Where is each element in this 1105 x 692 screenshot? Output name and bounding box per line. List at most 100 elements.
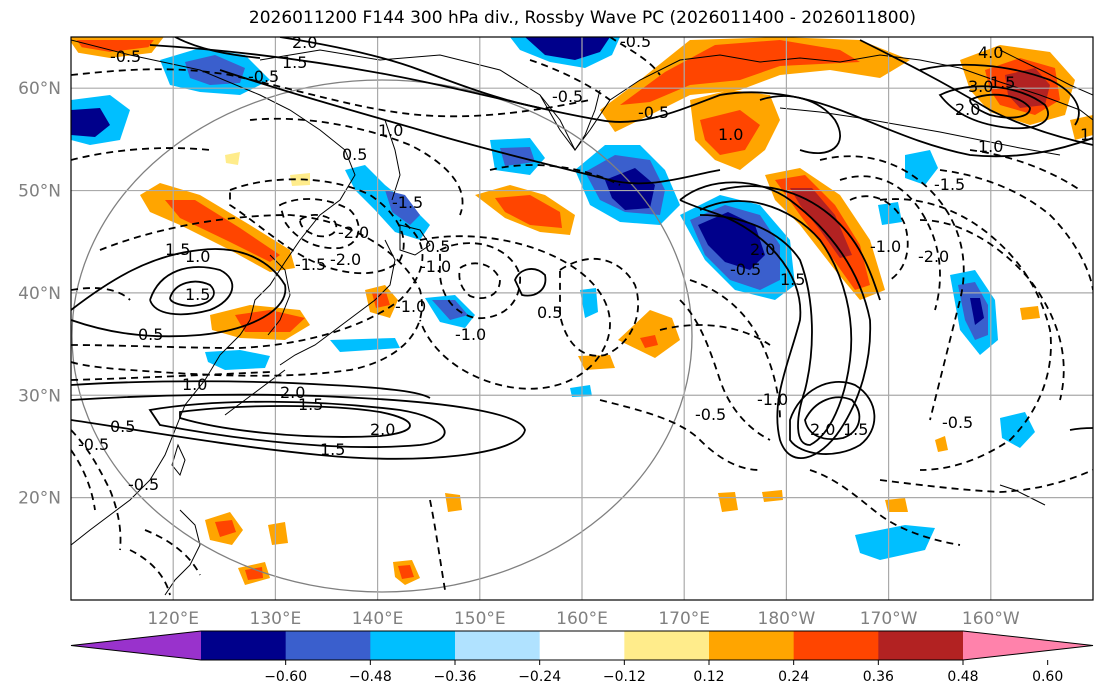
positive-div-area	[398, 565, 414, 579]
contour-label: 2.0	[280, 383, 305, 402]
colorbar-segment	[878, 631, 964, 660]
contour-label: 1.0	[185, 247, 210, 266]
colorbar-tick-label: 0.12	[693, 669, 724, 685]
contour-label: 1.5	[843, 420, 868, 439]
negative-div-area	[570, 385, 592, 397]
positive-div-area	[640, 335, 658, 348]
contour-label: -0.5	[110, 47, 141, 66]
contour-label: -0.5	[638, 103, 669, 122]
positive-contour	[699, 200, 853, 446]
contour-label: 1.5	[1080, 125, 1105, 144]
contour-label: 1.5	[990, 73, 1015, 92]
contour-label: 0.5	[138, 325, 163, 344]
lon-label: 170°E	[658, 609, 710, 629]
negative-contour	[879, 469, 1093, 493]
colorbar-extend-max	[963, 631, 1093, 660]
lon-label: 150°E	[454, 609, 506, 629]
negative-contour	[419, 235, 611, 390]
colorbar-extend-min	[71, 631, 201, 660]
contour-label: -0.5	[78, 435, 109, 454]
contour-label: 1.0	[182, 375, 207, 394]
map-frame	[70, 36, 1094, 601]
negative-contour	[679, 299, 771, 441]
positive-div-area	[578, 355, 615, 370]
contour-label: 0.5	[342, 145, 367, 164]
negative-contour	[278, 198, 360, 250]
negative-div-area	[970, 298, 984, 325]
contour-label: -0.5	[695, 405, 726, 424]
lat-label: 20°N	[18, 489, 61, 509]
contour-label: 1.0	[978, 137, 1003, 156]
positive-div-area	[165, 200, 280, 262]
contour-label: -0.5	[128, 475, 159, 494]
contour-label: -0.5	[730, 260, 761, 279]
positive-div-area	[618, 310, 680, 358]
lon-label: 160°W	[962, 609, 1020, 629]
positive-div-area	[885, 498, 908, 512]
positive-div-area	[700, 110, 760, 155]
contour-label: -2.0	[918, 247, 949, 266]
latitude-labels: 60°N 50°N 40°N 30°N 20°N	[18, 79, 61, 508]
map-content: 2.0 1.5 -0.5 1.0 0.5 -2.0 -1.5 -1.0 3.0 …	[71, 37, 1105, 600]
longitude-labels: 120°E 130°E 140°E 150°E 160°E 170°E 180°W 170°W…	[147, 609, 1020, 629]
lat-label: 50°N	[18, 182, 61, 202]
contour-label: 2.0	[810, 420, 835, 439]
negative-contour	[71, 68, 591, 118]
contour-label: -1.5	[295, 255, 326, 274]
negative-contour	[144, 529, 201, 576]
negative-div-area	[71, 108, 110, 137]
positive-contour	[938, 85, 1049, 130]
contour-label: -1.0	[757, 390, 788, 409]
lon-label: 120°E	[147, 609, 199, 629]
negative-contour	[71, 219, 424, 349]
positive-div-area	[495, 195, 562, 228]
rossby-wave-contours	[71, 37, 1093, 460]
lon-label: 130°E	[250, 609, 302, 629]
contour-label: -2.0	[338, 223, 369, 242]
colorbar-tick-label: −0.36	[434, 669, 477, 685]
colorbar-segment	[201, 631, 287, 660]
negative-contour	[229, 178, 405, 275]
positive-contour	[969, 93, 1031, 119]
positive-contour	[71, 393, 526, 460]
colorbar-segment	[455, 631, 541, 660]
negative-contour	[249, 117, 464, 216]
contour-label: -1.0	[420, 257, 451, 276]
negative-contour	[129, 549, 171, 596]
contour-label: 1.5	[298, 395, 323, 414]
colorbar-tick-label: −0.60	[264, 669, 307, 685]
positive-div-area	[1020, 306, 1040, 320]
contour-label: 0.5	[425, 237, 450, 256]
positive-div-area	[235, 310, 305, 332]
map-title: 2026011200 F144 300 hPa div., Rossby Wav…	[248, 8, 917, 28]
contour-label: 1.5	[185, 285, 210, 304]
negative-div-area	[580, 288, 598, 318]
contour-label: 1.5	[780, 270, 805, 289]
negative-contour	[809, 469, 961, 546]
contour-label: -1.0	[455, 325, 486, 344]
negative-contour	[71, 147, 211, 161]
positive-div-area	[762, 490, 783, 502]
contour-label: -1.5	[392, 193, 423, 212]
lon-label: 170°W	[860, 609, 918, 629]
negative-contour	[71, 449, 96, 511]
colorbar-segment	[624, 631, 710, 660]
colorbar-outline	[70, 630, 1094, 661]
negative-contour	[939, 169, 1093, 291]
positive-div-area	[1070, 115, 1093, 140]
negative-contour	[71, 371, 271, 381]
coastline-aleutians	[779, 107, 1061, 156]
contour-label: 2.0	[955, 100, 980, 119]
coastline-hokkaido	[399, 224, 431, 256]
lon-label: 180°W	[758, 609, 816, 629]
coastline-hawaii	[999, 484, 1046, 506]
negative-contour	[689, 279, 781, 421]
reference-circle	[71, 79, 693, 593]
negative-div-area	[205, 350, 270, 370]
negative-contour	[609, 37, 661, 76]
positive-contour	[148, 400, 446, 448]
coastline-taiwan	[171, 443, 186, 477]
positive-contour	[169, 280, 215, 307]
colorbar-segment	[285, 631, 371, 660]
